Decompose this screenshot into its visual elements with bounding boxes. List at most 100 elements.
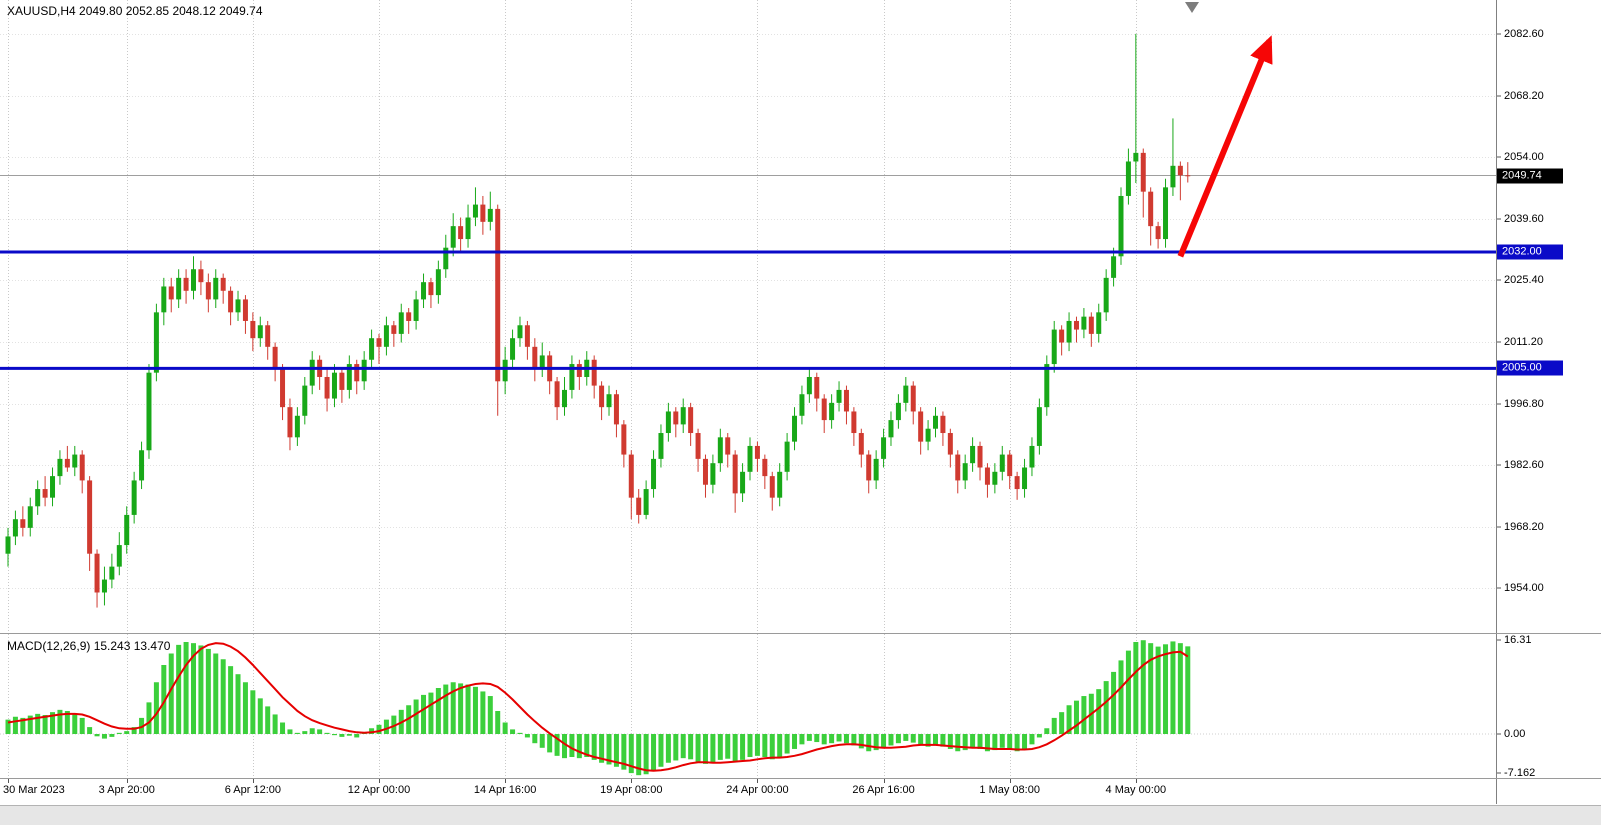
candle-body — [606, 394, 612, 408]
current-price-tag: 2049.74 — [1497, 168, 1563, 184]
macd-histogram-bar — [510, 729, 516, 734]
macd-histogram-bar — [1081, 696, 1087, 734]
candle-body — [27, 506, 33, 528]
time-tickmark — [253, 779, 254, 783]
macd-histogram-bar — [702, 734, 708, 764]
macd-histogram-bar — [235, 674, 241, 734]
macd-histogram-bar — [940, 734, 946, 747]
candle-body — [20, 519, 26, 528]
macd-histogram-bar — [35, 713, 41, 734]
macd-histogram-bar — [435, 688, 441, 734]
candle-body — [510, 338, 516, 360]
macd-histogram-bar — [673, 734, 679, 761]
macd-histogram-bar — [806, 734, 812, 741]
candle-body — [443, 247, 449, 270]
time-tickmark — [127, 779, 128, 783]
candle-body — [1155, 226, 1161, 240]
time-tick-label: 14 Apr 16:00 — [473, 784, 537, 796]
candle-body — [628, 454, 634, 498]
time-tickmark — [757, 779, 758, 783]
time-axis[interactable]: 30 Mar 2023 3 Apr 20:00 6 Apr 12:00 12 Apr … — [0, 779, 1496, 804]
candle-body — [435, 269, 441, 296]
price-tickmark — [1497, 156, 1501, 158]
macd-histogram-bar — [250, 690, 256, 734]
pane-separator[interactable] — [0, 778, 1601, 779]
macd-histogram-bar — [124, 731, 130, 734]
price-tick-label: 1996.80 — [1504, 397, 1544, 410]
candle-body — [925, 428, 931, 442]
macd-histogram-bar — [717, 734, 723, 760]
macd-histogram-bar — [1059, 712, 1065, 734]
macd-histogram-bar — [740, 734, 746, 760]
macd-indicator-pane[interactable] — [0, 634, 1496, 778]
macd-histogram-bar — [881, 734, 887, 748]
macd-histogram-bar — [651, 734, 657, 771]
candle-body — [183, 277, 189, 291]
candle-body — [42, 489, 48, 498]
macd-histogram-bar — [1133, 642, 1139, 734]
macd-histogram-bar — [792, 734, 798, 749]
macd-histogram-bar — [1163, 644, 1169, 734]
candle-body — [1177, 165, 1183, 176]
macd-tick-label: 0.00 — [1504, 728, 1526, 740]
candle-body — [784, 441, 790, 472]
candle-body — [695, 433, 701, 459]
candle-body — [339, 372, 345, 390]
candle-body — [1088, 316, 1094, 334]
macd-histogram-bar — [747, 734, 753, 757]
macd-histogram-bar — [183, 642, 189, 734]
price-tickmark — [1497, 341, 1501, 343]
price-tickmark — [1497, 403, 1501, 405]
candle-body — [955, 454, 961, 481]
candle-body — [383, 325, 389, 347]
price-tickmark — [1497, 218, 1501, 220]
main-price-pane[interactable] — [0, 0, 1496, 633]
macd-histogram-bar — [1185, 646, 1191, 734]
macd-histogram-bar — [272, 714, 278, 734]
candle-body — [747, 445, 753, 472]
macd-histogram-bar — [554, 734, 560, 756]
candle-body — [12, 519, 18, 537]
candle-body — [576, 364, 582, 377]
candle-body — [213, 277, 219, 300]
price-tick-label: 2039.60 — [1504, 213, 1544, 226]
macd-histogram-bar — [57, 709, 63, 734]
macd-histogram-bar — [1140, 640, 1146, 734]
time-tick-label: 6 Apr 12:00 — [224, 784, 281, 796]
macd-histogram-bar — [754, 734, 760, 756]
macd-histogram-bar — [101, 734, 107, 739]
macd-histogram-bar — [1073, 700, 1079, 734]
macd-histogram-bar — [710, 734, 716, 763]
candle-body — [168, 286, 174, 300]
macd-histogram-bar — [42, 715, 48, 734]
candle-body — [1014, 476, 1020, 490]
macd-histogram-bar — [79, 717, 85, 734]
macd-histogram-bar — [1096, 689, 1102, 734]
macd-histogram-bar — [198, 645, 204, 734]
macd-histogram-bar — [146, 702, 152, 734]
candle-body — [228, 290, 234, 313]
price-tick-label: 1968.20 — [1504, 520, 1544, 533]
candle-body — [895, 402, 901, 421]
price-axis[interactable]: 2082.60 2068.20 2054.00 2039.60 2025.40 2011.… — [1496, 0, 1601, 804]
macd-histogram-bar — [732, 734, 738, 762]
macd-histogram-bar — [294, 732, 300, 734]
macd-histogram-bar — [191, 643, 196, 734]
macd-histogram-bar — [933, 734, 938, 746]
candle-body — [1036, 407, 1042, 446]
pane-separator[interactable] — [0, 633, 1601, 634]
macd-histogram-bar — [858, 734, 864, 749]
candle-body — [1118, 195, 1124, 257]
macd-histogram-bar — [176, 644, 182, 734]
candle-body — [1103, 277, 1109, 313]
chart-shift-marker-icon[interactable] — [1185, 2, 1199, 13]
macd-histogram-bar — [72, 713, 78, 734]
candle-body — [680, 407, 686, 425]
macd-histogram-bar — [584, 734, 590, 757]
candle-body — [539, 355, 545, 369]
macd-histogram-bar — [309, 728, 315, 734]
candle-body — [257, 325, 263, 339]
macd-histogram-bar — [1036, 734, 1042, 738]
candle-body — [947, 433, 953, 455]
macd-histogram-bar — [354, 734, 360, 738]
